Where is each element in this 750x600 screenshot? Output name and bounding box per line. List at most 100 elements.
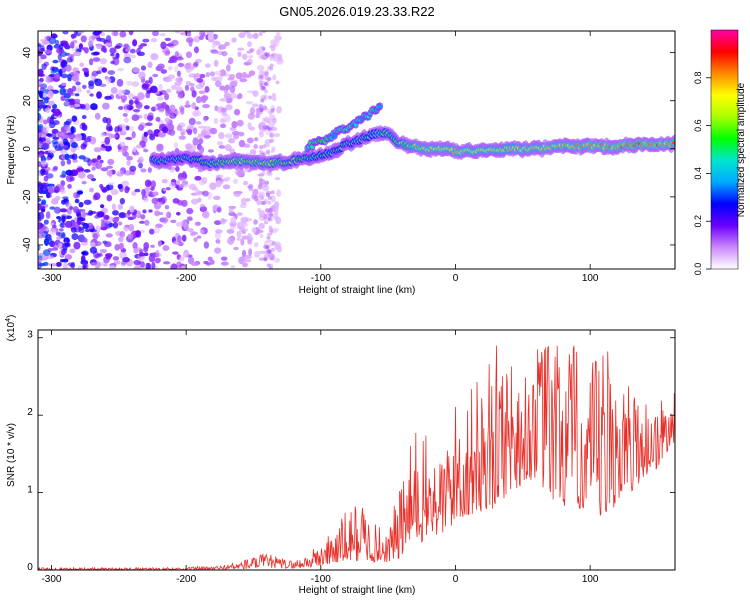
spectrogram-noise-speck <box>81 210 87 219</box>
spectrogram-noise-speck <box>174 31 181 34</box>
spectrogram-noise-speck <box>132 109 141 113</box>
spectrogram-noise-speck <box>265 193 270 198</box>
spectrogram-noise-speck <box>199 74 206 79</box>
spectrogram-noise-speck <box>164 78 173 82</box>
spectrogram-noise-speck <box>131 190 137 196</box>
spectrogram-noise-speck <box>243 143 251 148</box>
spectrogram-noise-speck <box>109 47 117 54</box>
spectrogram-noise-speck <box>69 137 75 144</box>
spectrogram-noise-speck <box>244 74 252 78</box>
spectrogram-noise-speck <box>191 102 197 109</box>
spectrogram-noise-speck <box>75 85 81 90</box>
spectrogram-noise-speck <box>271 227 280 232</box>
spectrogram-noise-speck <box>269 229 274 234</box>
spectrogram-noise-speck <box>223 92 232 99</box>
spectrogram-noise-speck <box>220 261 229 266</box>
spectrogram-noise-speck <box>270 195 276 203</box>
spectrogram-noise-speck <box>133 259 142 266</box>
spectrogram-noise-speck <box>196 235 202 239</box>
spectrogram-noise-speck <box>229 85 236 94</box>
spectrogram-noise-speck <box>214 220 222 226</box>
spectrogram-noise-speck <box>276 189 282 197</box>
spectrogram-noise-speck <box>269 213 274 218</box>
spectrogram-noise-speck <box>121 180 130 188</box>
spectrogram-noise-speck <box>261 31 266 34</box>
spectrogram-noise-speck <box>140 65 147 71</box>
spectrogram-noise-speck <box>82 265 87 269</box>
spectrogram-noise-speck <box>186 128 193 136</box>
spectrogram-noise-speck <box>122 257 130 263</box>
spectrogram-noise-speck <box>105 233 113 238</box>
spectrogram-noise-speck <box>78 226 85 231</box>
spectrogram-noise-speck <box>238 139 246 148</box>
spectrogram-noise-speck <box>269 63 274 68</box>
spectrogram-noise-speck <box>206 31 214 35</box>
spectrogram-noise-speck <box>76 211 82 216</box>
spectrogram-noise-speck <box>74 198 80 204</box>
spectrogram-noise-speck <box>269 217 274 222</box>
spectrogram-noise-speck <box>218 44 227 50</box>
spectrogram-noise-speck <box>145 262 152 269</box>
spectrogram-noise-speck <box>127 233 134 240</box>
spectrogram-noise-speck <box>114 244 120 251</box>
spectrogram-noise-speck <box>96 91 102 99</box>
spectrogram-noise-speck <box>67 77 72 82</box>
spectrogram-noise-speck <box>41 40 49 46</box>
spectrogram-noise-speck <box>61 232 66 239</box>
spectrogram-noise-speck <box>198 35 204 41</box>
spectrogram-noise-speck <box>256 49 261 56</box>
spectrogram-noise-speck <box>220 123 227 129</box>
spectrogram-noise-speck <box>235 72 243 80</box>
spectrogram-noise-speck <box>89 246 98 254</box>
spectrogram-noise-speck <box>64 153 70 161</box>
spectrogram-noise-speck <box>146 115 154 121</box>
spectrogram-noise-speck <box>170 263 178 269</box>
spectrogram-noise-speck <box>273 132 280 138</box>
spectrogram-noise-speck <box>252 32 259 40</box>
spectrogram-noise-speck <box>108 182 115 186</box>
spectrogram-noise-speck <box>143 148 149 153</box>
spectrogram-noise-speck <box>38 140 43 149</box>
spectrogram-noise-speck <box>151 197 160 205</box>
spectrogram-noise-speck <box>84 47 89 54</box>
spectrogram-noise-speck <box>185 100 190 107</box>
spectrogram-noise-speck <box>211 76 217 82</box>
spectrogram-noise-speck <box>138 220 146 224</box>
spectrogram-noise-speck <box>199 203 206 208</box>
spectrogram-noise-speck <box>70 41 75 49</box>
spectrogram-noise-speck <box>266 263 271 268</box>
spectrogram-noise-speck <box>62 138 69 145</box>
spectrogram-noise-speck <box>215 239 221 244</box>
spectrogram-noise-speck <box>43 175 49 182</box>
spectrogram-noise-speck <box>172 197 180 204</box>
spectrogram-noise-speck <box>258 54 263 59</box>
spectrogram-noise-speck <box>71 48 77 52</box>
spectrogram-noise-speck <box>104 95 112 100</box>
spectrogram-noise-speck <box>215 174 224 179</box>
spectrogram-noise-speck <box>144 80 151 84</box>
spectrogram-noise-speck <box>220 117 228 124</box>
spectrogram-noise-speck <box>135 230 142 238</box>
spectrogram-noise-speck <box>178 177 185 182</box>
spectrogram-noise-speck <box>180 107 185 115</box>
spectrogram-noise-speck <box>129 125 135 132</box>
spectrogram-noise-speck <box>77 171 86 179</box>
spectrogram-noise-speck <box>198 90 206 94</box>
snr-frame <box>37 329 676 571</box>
spectrogram-noise-speck <box>214 247 222 254</box>
spectrogram-noise-speck <box>71 233 79 241</box>
spectrogram-noise-speck <box>108 216 114 222</box>
spectrogram-noise-speck <box>118 105 124 111</box>
spectrogram-noise-speck <box>56 215 62 220</box>
spectrogram-noise-speck <box>269 126 274 131</box>
spectrogram-noise-speck <box>259 107 264 112</box>
spectrogram-noise-speck <box>76 167 84 173</box>
spectrogram-noise-speck <box>94 241 102 246</box>
spectrogram-noise-speck <box>70 33 77 39</box>
spectrogram-noise-speck <box>145 122 153 127</box>
spectrogram-noise-speck <box>43 119 48 125</box>
spectrogram-noise-speck <box>106 165 114 169</box>
spectrogram-noise-speck <box>159 89 167 95</box>
snr-x-tick-label: 0 <box>453 574 459 585</box>
spectrogram-noise-speck <box>52 59 59 64</box>
